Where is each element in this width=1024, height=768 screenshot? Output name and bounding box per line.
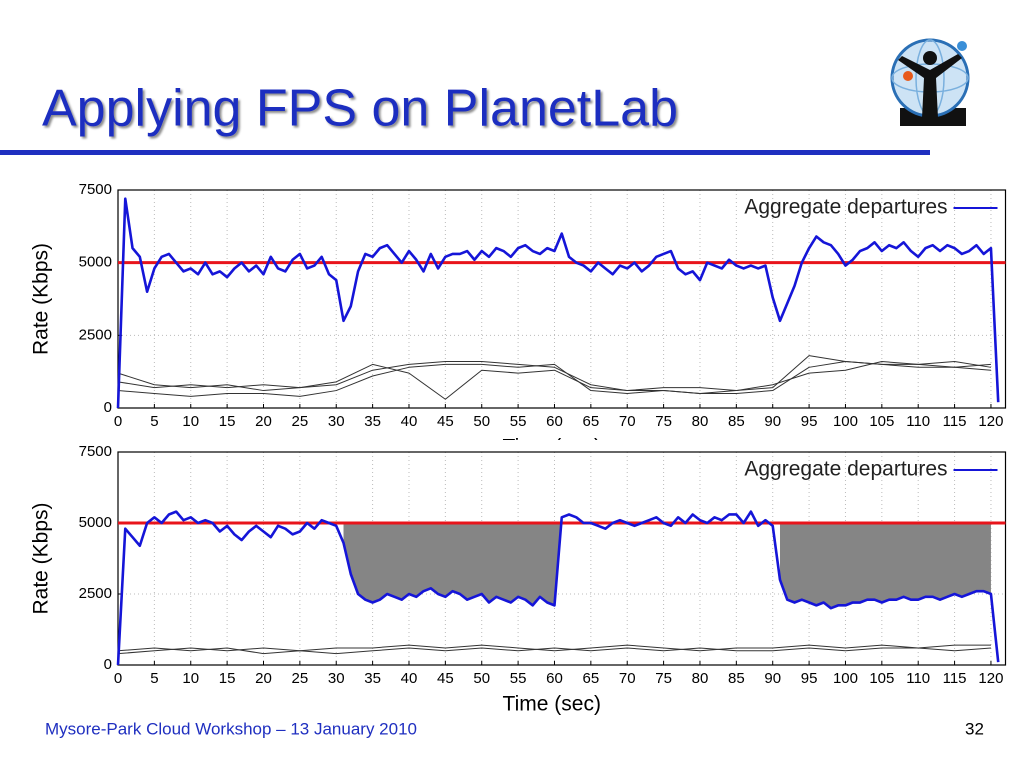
x-tick-label: 55: [510, 413, 527, 430]
x-tick-label: 110: [906, 670, 930, 687]
y-tick-label: 7500: [79, 443, 112, 460]
x-tick-label: 5: [150, 413, 158, 430]
x-tick-label: 50: [473, 670, 490, 687]
y-tick-label: 7500: [79, 181, 112, 198]
x-tick-label: 35: [364, 670, 381, 687]
x-tick-label: 120: [978, 413, 1003, 430]
x-tick-label: 85: [728, 670, 745, 687]
x-tick-label: 30: [328, 670, 345, 687]
x-tick-label: 20: [255, 670, 272, 687]
y-tick-label: 0: [104, 656, 112, 673]
line-chart: 0 5 10 15 20 25 30 35 40 45 50 55 60 65 70 75 80 85 90 95 10…: [0, 440, 1024, 716]
x-tick-label: 70: [619, 670, 636, 687]
x-tick-label: 85: [728, 413, 745, 430]
x-tick-label: 80: [692, 670, 709, 687]
x-tick-label: 110: [906, 413, 930, 430]
chart-background: [0, 178, 1024, 456]
x-tick-label: 25: [292, 670, 309, 687]
x-tick-label: 60: [546, 413, 563, 430]
flow-line: [117, 644, 991, 655]
x-tick-label: 65: [583, 413, 600, 430]
x-tick-label: 10: [182, 670, 199, 687]
x-tick-label: 15: [219, 670, 236, 687]
x-tick-label: 105: [869, 413, 894, 430]
x-tick-label: 25: [292, 413, 309, 430]
x-tick-label: 20: [255, 413, 272, 430]
title-rule: [0, 150, 930, 155]
x-tick-label: 45: [437, 413, 454, 430]
x-tick-label: 35: [364, 413, 381, 430]
x-tick-label: 50: [473, 413, 490, 430]
y-tick-label: 2500: [79, 585, 112, 602]
flow-line: [117, 647, 991, 655]
x-tick-label: 10: [182, 413, 199, 430]
y-tick-label: 5000: [79, 514, 112, 531]
y-axis-label: Rate (Kbps): [30, 243, 53, 355]
plot-frame: [117, 189, 1007, 409]
x-tick-label: 95: [801, 413, 818, 430]
x-tick-label: 70: [619, 413, 636, 430]
x-tick-label: 65: [583, 670, 600, 687]
x-tick-label: 30: [328, 413, 345, 430]
legend-label: Aggregate departures: [744, 458, 947, 481]
logo: [890, 38, 970, 126]
x-tick-label: 90: [764, 670, 781, 687]
plot-frame: [117, 451, 1007, 666]
x-tick-label: 0: [114, 670, 122, 687]
y-tick-label: 0: [104, 399, 112, 416]
y-axis-label: Rate (Kbps): [30, 502, 53, 614]
flow-line: [117, 360, 991, 397]
shaded-area: [779, 523, 991, 609]
x-tick-label: 60: [546, 670, 563, 687]
slide-title: Applying FPS on PlanetLab: [42, 80, 678, 138]
x-tick-label: 5: [150, 670, 158, 687]
main-series-line: [116, 510, 1000, 666]
x-tick-label: 0: [114, 413, 122, 430]
y-tick-label: 2500: [79, 326, 112, 343]
y-tick-label: 5000: [79, 254, 112, 271]
shaded-area: [343, 517, 562, 606]
x-tick-label: 95: [801, 670, 818, 687]
x-tick-label: 40: [401, 413, 418, 430]
x-tick-label: 120: [978, 670, 1003, 687]
x-tick-label: 15: [219, 413, 236, 430]
x-tick-label: 80: [692, 413, 709, 430]
x-axis-label: Time (sec): [503, 693, 601, 716]
line-chart: 0 5 10 15 20 25 30 35 40 45 50 55 60 65 70 75 80 85 90 95 10…: [0, 178, 1024, 459]
x-tick-label: 115: [943, 670, 967, 687]
x-tick-label: 105: [869, 670, 894, 687]
flow-line: [117, 360, 992, 400]
slide-footer: Mysore-Park Cloud Workshop – 13 January …: [45, 719, 417, 738]
x-tick-label: 40: [401, 670, 418, 687]
x-tick-label: 75: [655, 413, 672, 430]
x-tick-label: 75: [655, 670, 672, 687]
page-number: 32: [965, 719, 984, 738]
legend-label: Aggregate departures: [744, 196, 947, 219]
x-tick-label: 100: [833, 670, 858, 687]
main-series-line: [116, 197, 1000, 409]
x-tick-label: 90: [764, 413, 781, 430]
charts: 0 5 10 15 20 25 30 35 40 45 50 55 60 65 70 75 80 85 90 95 10…: [0, 178, 1024, 716]
x-tick-label: 45: [437, 670, 454, 687]
x-tick-label: 100: [833, 413, 858, 430]
x-tick-label: 55: [510, 670, 527, 687]
x-tick-label: 115: [943, 413, 967, 430]
